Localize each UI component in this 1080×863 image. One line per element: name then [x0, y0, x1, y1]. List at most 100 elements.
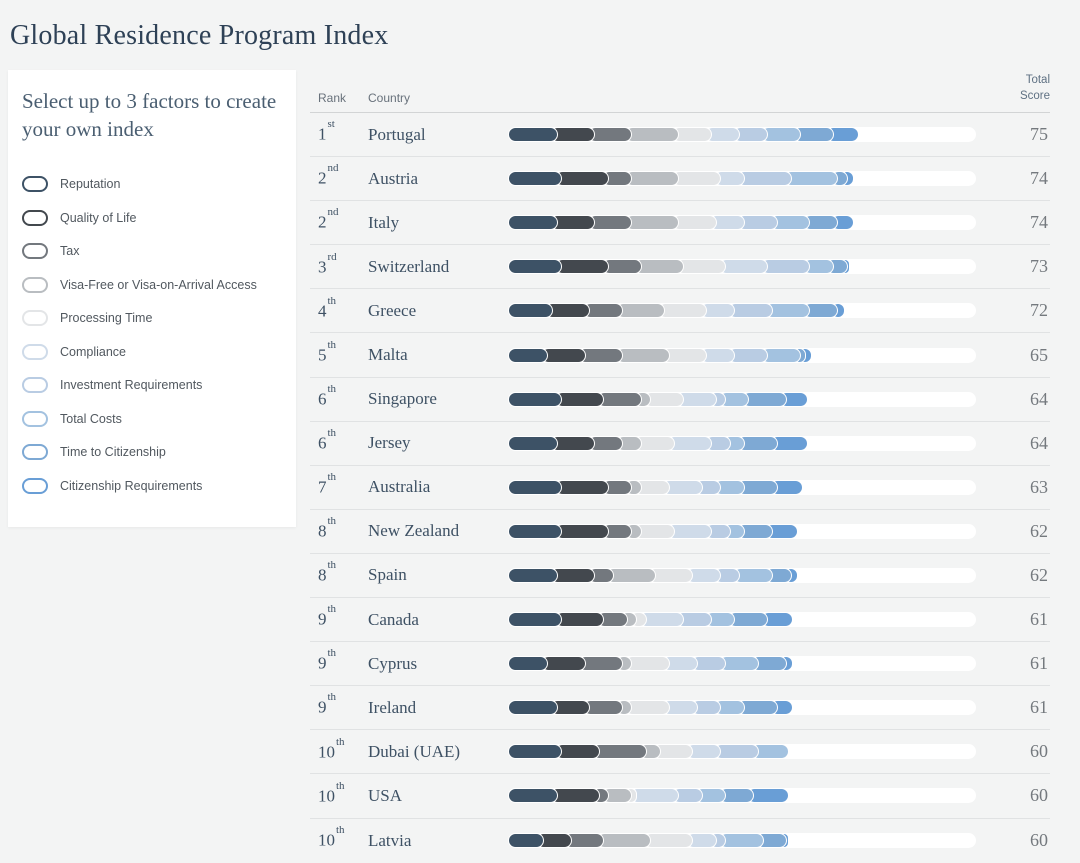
- factor-item-investment-requirements[interactable]: Investment Requirements: [22, 368, 280, 402]
- rank-cell: 6th: [310, 383, 360, 410]
- bar-segment-compliance: [718, 259, 769, 275]
- table-row: 9th Ireland 61: [310, 686, 1050, 731]
- bar-cell: [508, 303, 976, 319]
- country-name: Portugal: [368, 124, 426, 144]
- factor-item-total-costs[interactable]: Total Costs: [22, 402, 280, 436]
- table-row: 4th Greece 72: [310, 289, 1050, 334]
- factor-toggle-pill[interactable]: [22, 444, 48, 461]
- factor-toggle-pill[interactable]: [22, 410, 48, 427]
- rank-ordinal: th: [327, 691, 337, 704]
- factor-item-visa-free-or-visa-on-arrival-access[interactable]: Visa-Free or Visa-on-Arrival Access: [22, 268, 280, 302]
- bar-cell: [508, 215, 976, 231]
- bar-segment-reputation: [508, 788, 558, 804]
- rank-ordinal: th: [327, 647, 337, 660]
- rank-cell: 1st: [310, 118, 360, 145]
- rank-number: 4: [318, 301, 327, 321]
- bar-segment-reputation: [508, 656, 549, 672]
- total-score: 73: [1030, 256, 1048, 277]
- score-bar-track: [508, 435, 976, 451]
- factor-item-compliance[interactable]: Compliance: [22, 335, 280, 369]
- bar-segment-reputation: [508, 303, 553, 319]
- country-name: Latvia: [368, 830, 412, 850]
- factor-label: Visa-Free or Visa-on-Arrival Access: [60, 277, 257, 292]
- rank-ordinal: th: [327, 515, 337, 528]
- bar-cell: [508, 347, 976, 363]
- rank-ordinal: th: [327, 603, 337, 616]
- total-score: 60: [1030, 785, 1048, 806]
- total-score-column-header: Total Score: [978, 72, 1050, 105]
- bar-segment-reputation: [508, 523, 563, 539]
- index-table-body: 1st Portugal 75 2nd Austria 74 2nd Italy…: [310, 113, 1050, 863]
- factor-toggle-pill[interactable]: [22, 477, 48, 494]
- total-score-header-line1: Total: [1025, 73, 1050, 86]
- rank-cell: 10th: [310, 736, 360, 763]
- country-name: Switzerland: [368, 256, 450, 276]
- total-score: 65: [1030, 344, 1048, 365]
- table-row: 2nd Italy 74: [310, 201, 1050, 246]
- country-name: Greece: [368, 300, 417, 320]
- factor-item-citizenship-requirements[interactable]: Citizenship Requirements: [22, 469, 280, 503]
- factor-item-quality-of-life[interactable]: Quality of Life: [22, 201, 280, 235]
- rank-ordinal: th: [336, 735, 345, 748]
- factor-toggle-pill[interactable]: [22, 276, 48, 293]
- factor-toggle-pill[interactable]: [22, 310, 48, 327]
- rank-number: 2: [318, 168, 327, 188]
- factor-toggle-pill[interactable]: [22, 343, 48, 360]
- factor-label: Compliance: [60, 344, 127, 359]
- rank-ordinal: th: [327, 559, 337, 572]
- factor-label: Citizenship Requirements: [60, 478, 203, 493]
- factor-toggle-pill[interactable]: [22, 176, 48, 193]
- factor-label: Quality of Life: [60, 210, 137, 225]
- bar-segment-reputation: [508, 612, 563, 628]
- country-name: Malta: [368, 345, 408, 365]
- bar-cell: [508, 567, 976, 583]
- bar-segment-reputation: [508, 391, 563, 407]
- table-row: 1st Portugal 75: [310, 113, 1050, 158]
- table-row: 9th Cyprus 61: [310, 642, 1050, 687]
- total-score: 64: [1030, 432, 1048, 453]
- factor-toggle-pill[interactable]: [22, 243, 48, 260]
- bar-cell: [508, 833, 976, 849]
- score-bar-track: [508, 391, 976, 407]
- factor-label: Tax: [60, 244, 80, 259]
- factor-item-tax[interactable]: Tax: [22, 234, 280, 268]
- factor-item-reputation[interactable]: Reputation: [22, 167, 280, 201]
- total-score: 63: [1030, 476, 1048, 497]
- table-row: 9th Canada 61: [310, 598, 1050, 643]
- rank-number: 6: [318, 433, 327, 453]
- bar-segment-reputation: [508, 567, 558, 583]
- factor-selector-panel: Select up to 3 factors to create your ow…: [8, 70, 296, 527]
- total-score: 60: [1030, 830, 1048, 851]
- factor-item-processing-time[interactable]: Processing Time: [22, 301, 280, 335]
- rank-cell: 8th: [310, 559, 360, 586]
- factor-label: Investment Requirements: [60, 378, 203, 393]
- factor-item-time-to-citizenship[interactable]: Time to Citizenship: [22, 435, 280, 469]
- bar-cell: [508, 612, 976, 628]
- bar-segment-quality-of-life: [554, 391, 605, 407]
- factor-toggle-pill[interactable]: [22, 209, 48, 226]
- country-name: Spain: [368, 565, 407, 585]
- score-bar-track: [508, 259, 976, 275]
- table-row: 6th Singapore 64: [310, 378, 1050, 422]
- bar-segment-processing-time: [671, 171, 722, 187]
- bar-segment-reputation: [508, 347, 549, 363]
- score-bar-track: [508, 523, 976, 539]
- factor-label: Reputation: [60, 177, 121, 192]
- bar-segment-reputation: [508, 479, 563, 495]
- rank-column-header: Rank: [318, 91, 347, 105]
- bar-segment-quality-of-life: [554, 612, 605, 628]
- bar-segment-processing-time: [643, 833, 694, 849]
- country-name: Dubai (UAE): [368, 741, 461, 761]
- bar-cell: [508, 435, 976, 451]
- bar-segment-visa-free-or-visa-on-arrival-access: [596, 833, 652, 849]
- total-score: 62: [1030, 520, 1048, 541]
- factor-toggle-pill[interactable]: [22, 377, 48, 394]
- rank-ordinal: st: [327, 118, 335, 131]
- rank-number: 3: [318, 257, 327, 277]
- bar-cell: [508, 744, 976, 760]
- factor-label: Total Costs: [60, 411, 122, 426]
- table-row: 2nd Austria 74: [310, 157, 1050, 202]
- rank-cell: 2nd: [310, 206, 360, 233]
- country-name: Austria: [368, 168, 419, 188]
- total-score: 64: [1030, 388, 1048, 409]
